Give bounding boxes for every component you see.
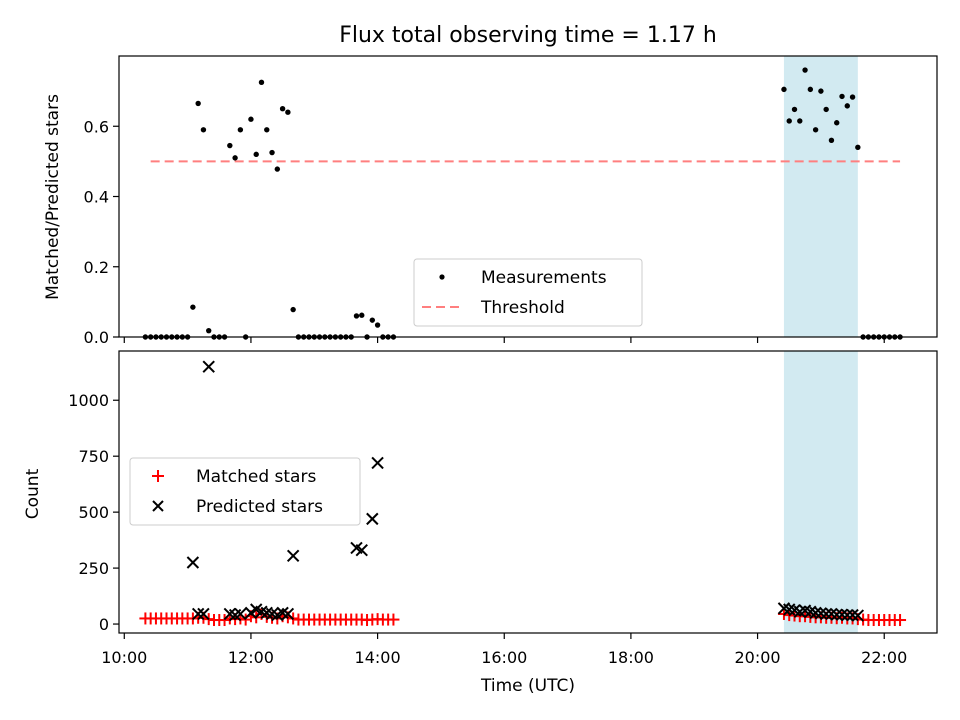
top-y-tick-label-2: 0.4: [84, 188, 109, 207]
top-y-tick-label-1: 0.2: [84, 258, 109, 277]
measurement-point-40: [353, 313, 360, 319]
bottom-y-tick-label-2: 500: [78, 503, 109, 522]
measurement-point-48: [781, 86, 787, 93]
bottom-panel: 0 250 500 750 1000 10:00 12:00 14:00 16:00 18:00…: [23, 350, 938, 696]
top-y-ticks: 0.0 0.2 0.4 0.6: [84, 117, 119, 347]
measurement-point-20: [248, 116, 254, 122]
measurement-point-9: [190, 304, 196, 310]
bottom-legend: Matched stars Predicted stars: [129, 457, 361, 526]
measurement-point-57: [828, 137, 835, 143]
measurement-point-41: [359, 312, 365, 318]
top-x-ticks: [123, 337, 885, 343]
predicted-star-point-2: [197, 607, 210, 621]
measurement-point-44: [374, 322, 381, 328]
measurement-point-55: [818, 88, 824, 94]
top-y-tick-label-3: 0.6: [84, 117, 109, 136]
predicted-star-point-28: [819, 607, 833, 621]
bottom-plot-frame: [118, 350, 938, 634]
predicted-star-point-31: [835, 608, 849, 621]
legend-predicted-marker: [152, 500, 164, 512]
predicted-star-point-33: [846, 608, 859, 622]
measurement-point-62: [855, 144, 861, 151]
legend-measurements-marker: [439, 274, 445, 280]
x-tick-label-2: 14:00: [355, 648, 401, 667]
measurement-point-61: [849, 94, 856, 100]
bottom-x-ticks: 10:00 12:00 14:00 16:00 18:00 20:00 22:00: [101, 633, 907, 667]
x-tick-label-1: 12:00: [228, 648, 274, 667]
predicted-star-point-18: [366, 512, 379, 526]
legend-predicted-label: Predicted stars: [196, 497, 323, 517]
top-legend-box: [413, 258, 643, 327]
measurement-point-12: [206, 327, 212, 334]
measurement-point-53: [807, 86, 814, 93]
x-tick-label-4: 18:00: [608, 648, 654, 667]
matched-star-point-15: [218, 614, 231, 627]
predicted-star-point-0: [186, 556, 200, 569]
legend-matched-marker: [152, 470, 164, 482]
chart-title: Flux total observing time = 1.17 h: [339, 23, 717, 48]
top-shaded-interval: [783, 56, 858, 337]
bottom-y-ticks: 0 250 500 750 1000: [68, 391, 119, 634]
predicted-star-point-6: [234, 607, 247, 621]
matched-star-point-70: [894, 614, 907, 627]
bottom-y-tick-label-4: 1000: [68, 391, 109, 410]
bottom-y-axis-label: Count: [23, 468, 43, 519]
measurement-point-43: [369, 317, 376, 323]
measurement-point-59: [839, 93, 845, 100]
measurement-point-26: [279, 105, 286, 112]
predicted-star-point-17: [355, 543, 368, 557]
measurement-point-54: [812, 127, 819, 133]
predicted-star-point-3: [202, 360, 215, 373]
measurement-point-10: [195, 100, 201, 107]
measurement-point-16: [227, 142, 233, 149]
predicted-star-point-14: [281, 607, 295, 621]
measurement-point-27: [285, 109, 291, 115]
bottom-y-tick-label-3: 750: [78, 447, 109, 466]
measurement-point-51: [797, 118, 803, 124]
legend-matched-label: Matched stars: [196, 467, 316, 487]
x-tick-label-5: 20:00: [735, 648, 781, 667]
top-panel: 0.0 0.2 0.4 0.6 Matched/Predicted stars Mea…: [43, 55, 938, 347]
measurement-point-11: [200, 127, 207, 133]
measurement-point-18: [237, 127, 244, 133]
measurement-point-56: [823, 106, 829, 113]
measurement-point-25: [274, 166, 281, 172]
measurement-point-28: [290, 306, 296, 313]
x-tick-label-0: 10:00: [101, 648, 147, 667]
predicted-star-point-26: [809, 606, 822, 620]
predicted-star-point-19: [371, 456, 384, 470]
x-axis-label: Time (UTC): [480, 676, 575, 696]
measurement-point-49: [786, 118, 792, 124]
bottom-shaded-interval: [783, 351, 858, 633]
bottom-y-tick-label-1: 250: [78, 559, 109, 578]
measurement-point-24: [269, 149, 275, 156]
x-tick-label-6: 22:00: [861, 648, 907, 667]
predicted-stars-points: [186, 360, 865, 622]
measurement-point-50: [791, 106, 798, 113]
predicted-star-point-32: [841, 608, 854, 622]
predicted-star-point-30: [830, 608, 843, 621]
measurement-point-52: [802, 67, 808, 73]
measurement-point-60: [844, 103, 850, 109]
top-y-tick-label-0: 0.0: [84, 328, 109, 347]
legend-measurements-label: Measurements: [481, 268, 607, 288]
measurement-point-22: [258, 79, 265, 86]
measurement-point-58: [834, 120, 840, 126]
measurement-point-23: [264, 127, 270, 133]
bottom-legend-box: [129, 457, 361, 526]
matched-star-point-47: [387, 613, 400, 626]
bottom-y-tick-label-0: 0: [99, 615, 109, 634]
top-y-axis-label: Matched/Predicted stars: [43, 94, 63, 300]
measurement-point-21: [253, 151, 259, 158]
measurement-points: [142, 67, 903, 340]
predicted-star-point-1: [191, 607, 205, 621]
measurement-point-17: [232, 155, 238, 161]
predicted-star-point-15: [286, 549, 300, 562]
top-legend: Measurements Threshold: [413, 258, 643, 327]
x-tick-label-3: 16:00: [481, 648, 527, 667]
predicted-star-point-34: [851, 609, 865, 622]
legend-threshold-label: Threshold: [480, 298, 565, 318]
